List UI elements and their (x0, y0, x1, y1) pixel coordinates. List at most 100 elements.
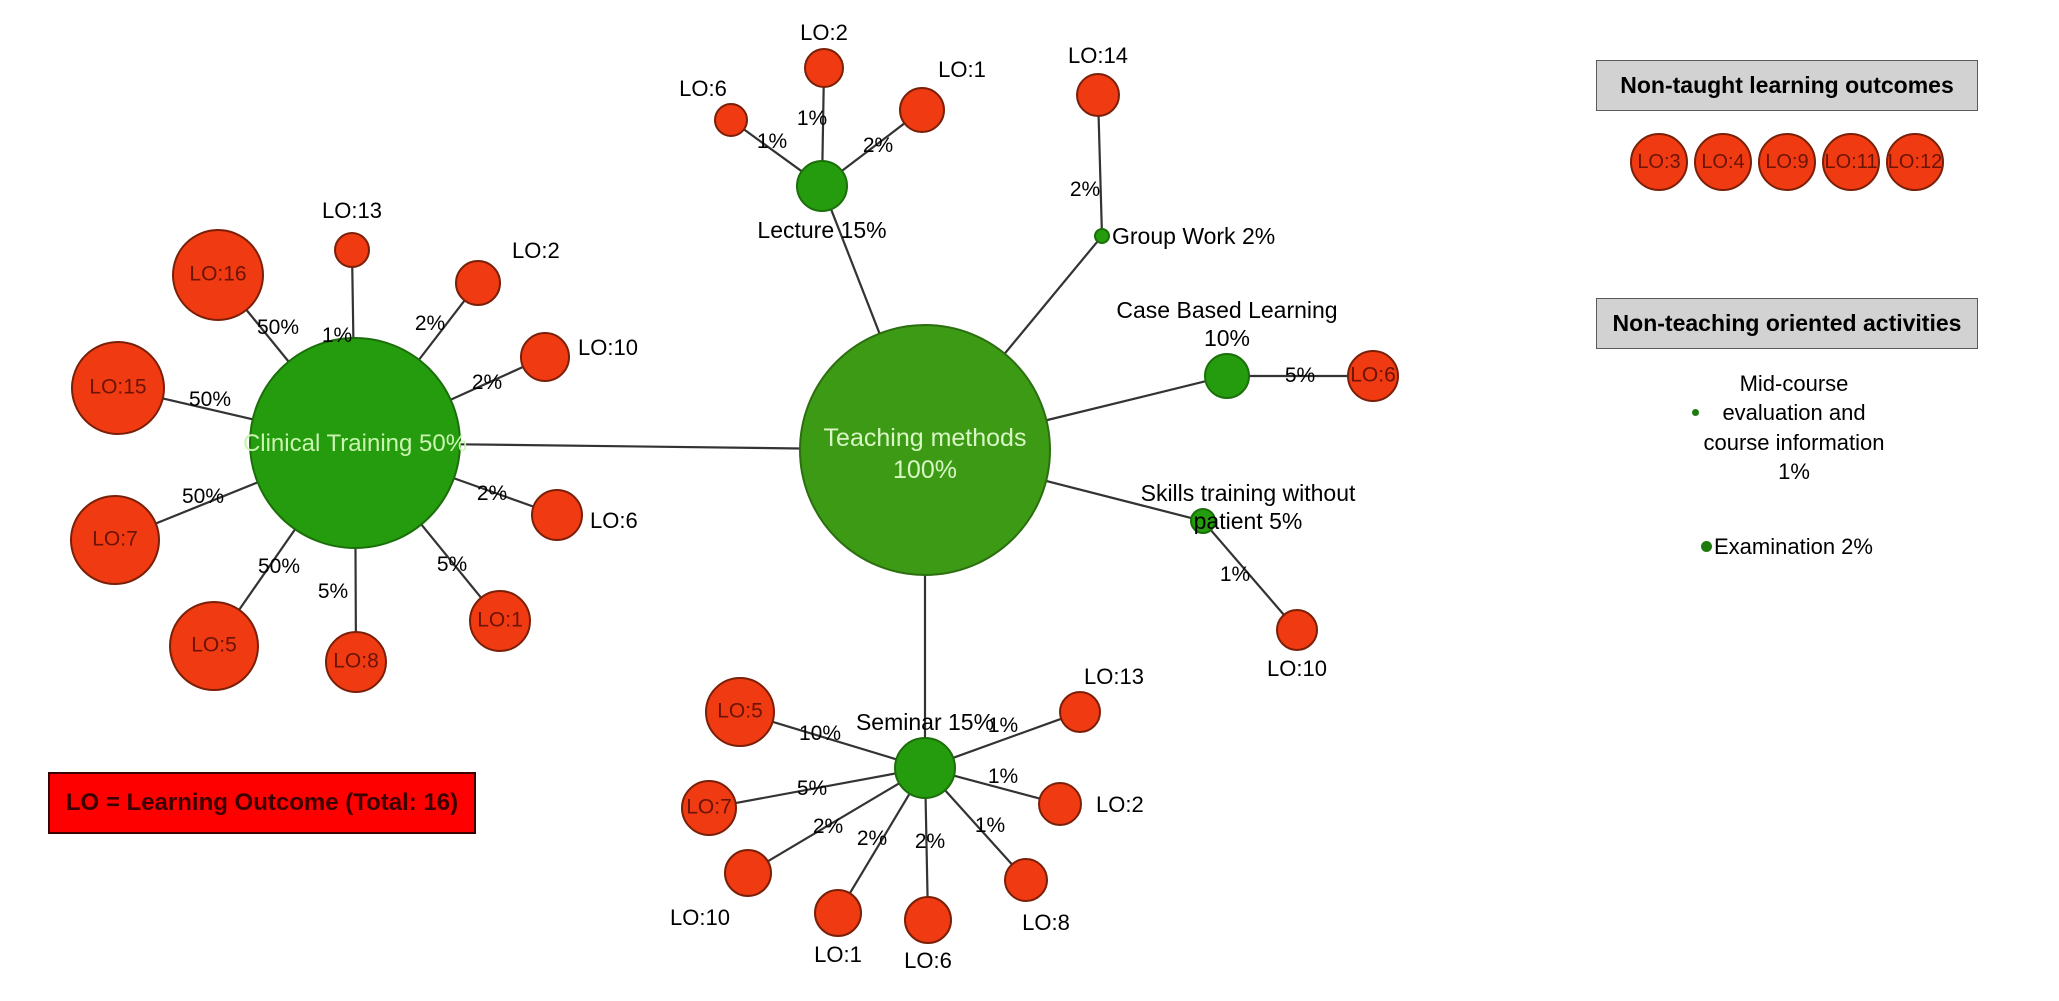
edge-clinical-training-to-LO10 (450, 365, 524, 401)
method-label2-skills-training: patient 5% (1194, 508, 1303, 534)
edge-weight-seminar-lo2: 1% (988, 765, 1018, 788)
edge-lecture-to-LO1 (841, 122, 906, 172)
node-lo-clinical-training-lo2[interactable] (455, 260, 501, 306)
lo-label-lecture-lo2: LO:2 (800, 20, 848, 45)
node-lo-seminar-lo10[interactable] (724, 849, 772, 897)
lo-label-clinical-training-lo5: LO:5 (191, 634, 237, 657)
node-lo-lecture-lo2[interactable] (804, 48, 844, 88)
node-lo-seminar-lo7[interactable] (681, 780, 737, 836)
node-lo-clinical-training-lo5[interactable] (169, 601, 259, 691)
node-teaching-methods-hub[interactable] (799, 324, 1051, 576)
node-method-case-based-learning[interactable] (1204, 353, 1250, 399)
edge-seminar-to-LO2 (953, 774, 1040, 800)
node-method-seminar[interactable] (894, 737, 956, 799)
edge-weight-clinical-training-lo2: 2% (415, 312, 445, 335)
edge-seminar-to-LO1 (848, 793, 911, 894)
node-lo-seminar-lo6[interactable] (904, 896, 952, 944)
lo-label-clinical-training-lo10: LO:10 (578, 335, 638, 360)
green-dot-icon (1701, 541, 1712, 553)
edge-weight-lecture-lo2: 1% (797, 107, 827, 130)
edges-layer (155, 86, 1348, 898)
edge-clinical-training-to-LO16 (245, 309, 290, 363)
legend-lo-chip: LO:3 (1630, 133, 1688, 191)
node-lo-clinical-training-lo13[interactable] (334, 232, 370, 268)
legend-lo-chip: LO:11 (1822, 133, 1880, 191)
edge-weight-clinical-training-lo5: 50% (258, 555, 300, 578)
edge-weight-clinical-training-lo1: 5% (437, 553, 467, 576)
node-lo-seminar-lo5[interactable] (705, 677, 775, 747)
activity-examination: Examination 2% (1596, 532, 1978, 561)
edge-clinical-training-to-LO7 (155, 481, 259, 525)
node-lo-clinical-training-lo1[interactable] (469, 590, 531, 652)
method-label-lecture: Lecture 15% (757, 217, 886, 243)
lo-label-clinical-training-lo1: LO:1 (477, 609, 523, 632)
edge-clinical-training-to-LO1 (420, 523, 482, 599)
node-method-lecture[interactable] (796, 160, 848, 212)
lo-label-clinical-training-lo8: LO:8 (333, 650, 379, 673)
node-lo-seminar-lo13[interactable] (1059, 691, 1101, 733)
node-lo-group-work-lo14[interactable] (1076, 73, 1120, 117)
lo-key-label: LO = Learning Outcome (Total: 16) (65, 789, 459, 816)
node-lo-seminar-lo8[interactable] (1004, 858, 1048, 902)
node-lo-seminar-lo1[interactable] (814, 889, 862, 937)
edge-weight-seminar-lo7: 5% (797, 777, 827, 800)
edge-clinical-training-to-LO5 (238, 528, 297, 611)
edge-clinical-training-to-LO6 (453, 477, 534, 508)
legend-non-taught-panel: Non-taught learning outcomes LO:3 LO:4 LO:… (1596, 60, 1978, 191)
node-lo-clinical-training-lo15[interactable] (71, 341, 165, 435)
edge-weight-case-based-learning-lo6: 5% (1285, 364, 1315, 387)
edge-seminar-to-LO5 (772, 720, 897, 761)
lo-label-seminar-lo8: LO:8 (1022, 910, 1070, 935)
edge-weight-clinical-training-lo16: 50% (257, 316, 299, 339)
edge-weight-seminar-lo5: 10% (799, 722, 841, 745)
edge-weight-lecture-lo1: 2% (863, 134, 893, 157)
edge-weight-clinical-training-lo6: 2% (477, 482, 507, 505)
node-lo-clinical-training-lo6[interactable] (531, 489, 583, 541)
node-method-clinical-training[interactable] (249, 337, 461, 549)
activity-mid-course-evaluation: Mid-course evaluation and course informati… (1596, 369, 1978, 486)
edge-hub-to-group-work (1003, 240, 1099, 355)
lo-label-skills-training-lo10: LO:10 (1267, 656, 1327, 681)
node-lo-case-based-learning-lo6[interactable] (1347, 350, 1399, 402)
edge-hub-to-lecture (830, 208, 881, 334)
lo-label-seminar-lo1: LO:1 (814, 942, 862, 967)
edge-weight-clinical-training-lo15: 50% (189, 388, 231, 411)
hub-label-line2: 100% (893, 456, 957, 484)
edge-seminar-to-LO10 (767, 782, 900, 863)
legend-lo-chip: LO:12 (1886, 133, 1944, 191)
node-lo-clinical-training-lo10[interactable] (520, 332, 570, 382)
lo-label-seminar-lo10: LO:10 (670, 905, 730, 930)
lo-label-clinical-training-lo16: LO:16 (189, 263, 246, 286)
legend-non-taught-chip-row: LO:3 LO:4 LO:9 LO:11 LO:12 (1596, 133, 1978, 191)
edge-weight-clinical-training-lo13: 1% (322, 324, 352, 347)
method-label-case-based-learning: Case Based Learning (1116, 297, 1337, 323)
edge-hub-to-case-based-learning (1046, 380, 1206, 422)
node-method-skills-training[interactable] (1190, 508, 1216, 534)
edge-lecture-to-LO6 (743, 128, 803, 173)
lo-label-clinical-training-lo15: LO:15 (89, 376, 146, 399)
activity-mid-course-evaluation-label: Mid-course evaluation and course informati… (1703, 371, 1885, 484)
node-lo-clinical-training-lo16[interactable] (172, 229, 264, 321)
edge-group-work-to-LO14 (1097, 115, 1103, 230)
lo-label-seminar-lo6: LO:6 (904, 948, 952, 973)
method-label-skills-training: Skills training without (1141, 480, 1356, 506)
lo-label-clinical-training-lo13: LO:13 (322, 198, 382, 223)
lo-label-clinical-training-lo7: LO:7 (92, 528, 138, 551)
legend-non-taught-header: Non-taught learning outcomes (1596, 60, 1978, 111)
edge-clinical-training-to-LO13 (351, 266, 355, 339)
edge-weight-seminar-lo8: 1% (975, 814, 1005, 837)
legend-non-teaching-panel: Non-teaching oriented activities Mid-cou… (1596, 298, 1978, 561)
edge-weight-lecture-lo6: 1% (757, 130, 787, 153)
lo-label-case-based-learning-lo6: LO:6 (1350, 364, 1396, 387)
node-method-group-work[interactable] (1094, 228, 1110, 244)
node-lo-skills-training-lo10[interactable] (1276, 609, 1318, 651)
edge-weight-skills-training-lo10: 1% (1220, 563, 1250, 586)
node-lo-seminar-lo2[interactable] (1038, 782, 1082, 826)
node-lo-lecture-lo1[interactable] (899, 87, 945, 133)
edge-weight-seminar-lo6: 2% (915, 830, 945, 853)
node-lo-clinical-training-lo8[interactable] (325, 631, 387, 693)
node-lo-clinical-training-lo7[interactable] (70, 495, 160, 585)
node-lo-lecture-lo6[interactable] (714, 103, 748, 137)
